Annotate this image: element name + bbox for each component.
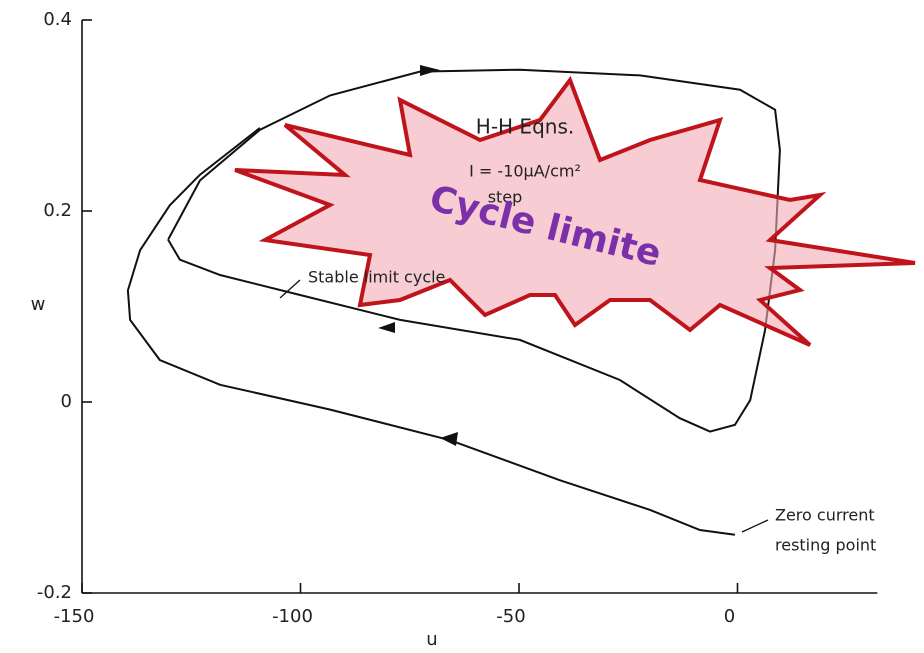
y-tick-label: 0 (61, 391, 72, 412)
arrowhead (440, 432, 458, 446)
x-tick-label: -50 (496, 606, 525, 627)
annotation: H-H Eqns. (476, 115, 574, 139)
arrowhead (420, 65, 440, 76)
annotation: Stable limit cycle (308, 268, 445, 287)
y-tick-label: 0.4 (43, 9, 72, 30)
chart: -150 -100 -50 0 -0.2 0 0.2 0.4 u w H-H Eqns. I = -… (0, 0, 924, 653)
y-tick-label: 0.2 (43, 200, 72, 221)
arrowhead (378, 322, 395, 333)
annotation: Zero current (775, 506, 875, 525)
y-axis-label: w (31, 294, 46, 315)
x-tick-label: -100 (272, 606, 313, 627)
y-tick-label: -0.2 (37, 582, 72, 603)
plot-area: -150 -100 -50 0 -0.2 0 0.2 0.4 u w (31, 9, 878, 650)
pointer-line (280, 280, 300, 298)
x-axis-label: u (426, 629, 437, 650)
x-tick-label: 0 (724, 606, 735, 627)
annotation: I = -10μA/cm² (469, 162, 581, 181)
annotation: resting point (775, 536, 876, 555)
pointer-line (742, 520, 768, 532)
x-tick-label: -150 (54, 606, 95, 627)
